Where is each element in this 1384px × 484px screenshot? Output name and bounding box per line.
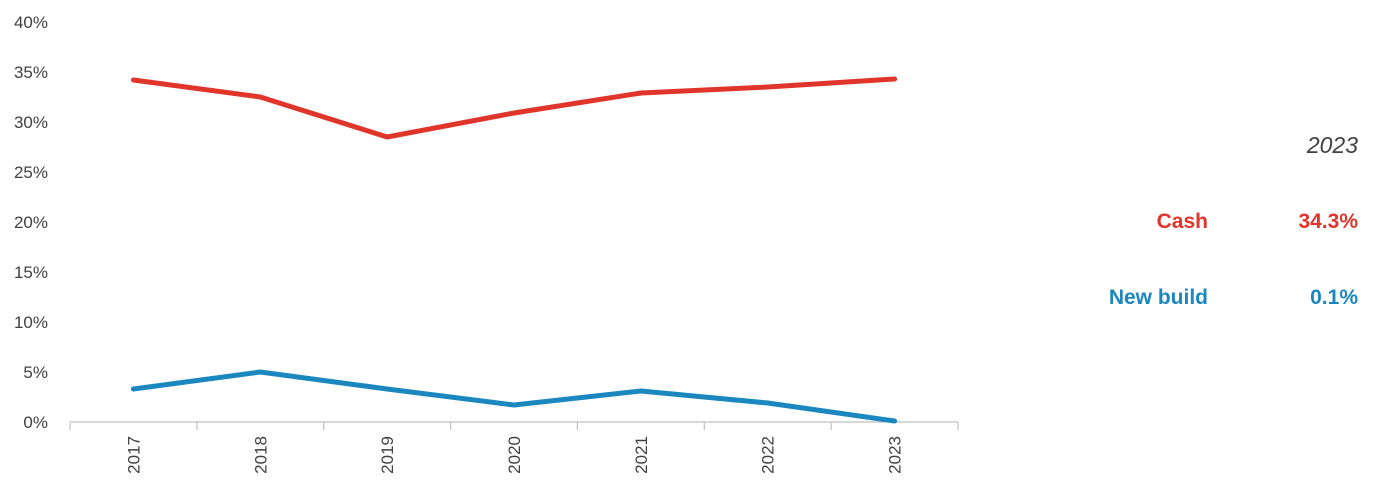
legend-series-value: 34.3% bbox=[1298, 210, 1358, 233]
x-tick-label: 2017 bbox=[124, 436, 143, 474]
legend-series-value: 0.1% bbox=[1310, 286, 1358, 309]
x-axis bbox=[69, 421, 959, 430]
line-chart: 0%5%10%15%20%25%30%35%40% 2017 2018 2019 20… bbox=[14, 13, 959, 474]
y-tick-label: 15% bbox=[14, 263, 48, 282]
x-tick-label: 2023 bbox=[886, 436, 905, 474]
y-tick-label: 0% bbox=[23, 413, 48, 432]
y-tick-label: 30% bbox=[14, 113, 48, 132]
y-tick-label: 35% bbox=[14, 63, 48, 82]
legend-series-name: Cash bbox=[1156, 210, 1208, 233]
legend: 2023 Cash 34.3% New build 0.1% bbox=[1000, 0, 1384, 484]
y-axis-ticks: 0% 5% 10% 15% 20% 25% 30% 35% 40% bbox=[14, 13, 48, 432]
x-tick-label: 2022 bbox=[759, 436, 778, 474]
x-tick-label: 2018 bbox=[251, 436, 270, 474]
y-tick-label: 5% bbox=[23, 363, 48, 382]
legend-row-new-build: New build 0.1% bbox=[998, 286, 1358, 316]
legend-series-name: New build bbox=[1108, 286, 1208, 309]
x-axis-ticks: 2017 2018 2019 2020 2021 2022 2023 bbox=[124, 436, 904, 474]
series-lines bbox=[130, 76, 898, 424]
legend-row-cash: Cash 34.3% bbox=[998, 210, 1358, 240]
legend-year: 2023 bbox=[1306, 132, 1358, 158]
y-tick-label: 20% bbox=[14, 213, 48, 232]
x-tick-label: 2021 bbox=[632, 436, 651, 474]
series-line-new-build bbox=[130, 369, 898, 424]
y-tick-label: 40% bbox=[14, 13, 48, 32]
x-tick-label: 2019 bbox=[378, 436, 397, 474]
y-tick-label: 10% bbox=[14, 313, 48, 332]
series-line-cash bbox=[130, 76, 898, 140]
y-tick-label: 25% bbox=[14, 163, 48, 182]
x-tick-label: 2020 bbox=[505, 436, 524, 474]
